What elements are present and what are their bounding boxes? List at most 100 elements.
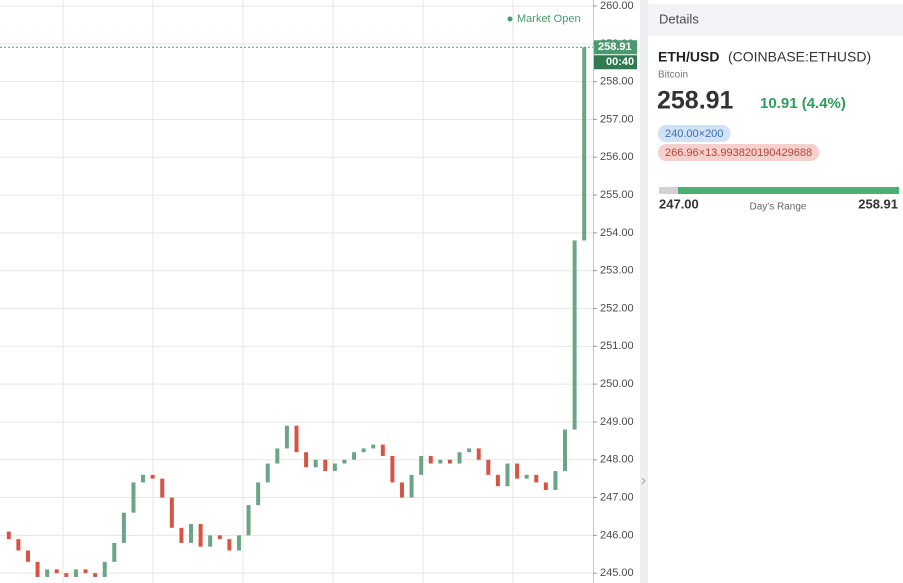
y-tick-label: 249.00 [600,416,634,428]
details-title: Details [659,11,699,26]
y-tick-label: 253.00 [600,265,634,277]
candle-body [112,542,117,562]
bid-badge [658,125,731,142]
candle-body [447,459,452,464]
ask-badge [658,144,820,161]
candle-body [419,455,424,475]
candle-body [534,474,539,483]
y-tick-label: 250.00 [600,378,634,390]
range-bar-fill [678,187,899,194]
exchange: (COINBASE:ETHUSD) [728,49,871,65]
candle-body [361,448,366,453]
candle-body [409,474,414,498]
candle-body [189,524,194,543]
chart-area [0,0,593,583]
candle-body [476,448,481,460]
y-tick-label: 254.00 [600,227,634,239]
y-tick-label: 255.00 [600,189,634,201]
candle-body [467,448,472,453]
candle-body [236,535,241,551]
details-panel [648,0,903,583]
candle-body [246,505,251,536]
candle-body [543,482,548,490]
candle-body [45,569,50,577]
symbol: ETH/USD [658,49,719,65]
candle-body [553,471,558,490]
candle-body [380,444,385,456]
candle-body [486,459,491,475]
candle-body [150,474,155,479]
candle-body [102,561,107,577]
candle-body [64,573,69,577]
candle-body [169,497,174,528]
candle-body [131,482,136,513]
y-tick-label: 245.00 [600,567,634,579]
status-dot [507,16,513,22]
y-tick-label: 258.00 [600,76,634,88]
candle-body [371,444,376,449]
candle-body [294,425,299,453]
candle-body [73,569,78,577]
candle-body [265,463,270,483]
description: Bitcoin [658,70,688,81]
range-label: Day's Range [750,202,807,213]
divider[interactable] [640,0,648,583]
range-low: 247.00 [659,196,699,211]
candle-body [457,452,462,464]
candle-body [505,463,510,487]
candle-body [179,527,184,543]
candle-body [54,569,59,574]
candle-body [313,459,318,468]
y-tick-label: 246.00 [600,529,634,541]
last-price-label: 258.91 [598,41,632,53]
divider-arrow [641,477,646,485]
candle-body [515,463,520,479]
candle-body [438,459,443,464]
y-tick-label: 247.00 [600,491,634,503]
y-tick-label: 252.00 [600,302,634,314]
candle-body [332,463,337,472]
candle-body [352,452,357,460]
market-status: Market Open [517,13,581,25]
vertical-grid [62,0,514,583]
countdown-box [594,55,637,70]
candle-body [582,47,587,241]
ask: 266.96×13.993820190429688 [665,147,812,159]
candle-body [563,429,568,472]
candle-body [121,512,126,543]
price: 258.91 [657,87,734,115]
candle-body [572,240,577,430]
candle-body [275,448,280,464]
range-high: 258.91 [858,196,898,211]
candle-body [16,539,21,551]
details-header [648,4,903,36]
countdown: 00:40 [606,56,634,68]
candle-body [160,478,165,498]
candle-body [83,569,88,574]
y-tick-label: 251.00 [600,340,634,352]
candle-body [304,452,309,468]
candle-body [284,425,289,449]
candle-body [428,455,433,464]
candle-body [198,524,203,547]
candle-body [342,459,347,464]
y-tick-label: 248.00 [600,454,634,466]
candle-body [35,561,40,577]
last-price-box [594,40,637,55]
candle-body [399,482,404,498]
bid: 240.00×200 [665,128,723,140]
y-tick-label: 260.00 [600,0,634,12]
y-tick-label: 257.00 [600,113,634,125]
range-bar-empty [659,187,678,194]
candle-body [217,535,222,540]
candle-body [208,535,213,547]
candle-body [390,455,395,483]
candle-body [141,474,146,483]
candle-body [6,531,11,540]
candle-body [495,474,500,487]
change: 10.91 (4.4%) [760,95,846,112]
candle-body [524,474,529,479]
candle-body [227,539,232,551]
candle-body [25,550,30,562]
